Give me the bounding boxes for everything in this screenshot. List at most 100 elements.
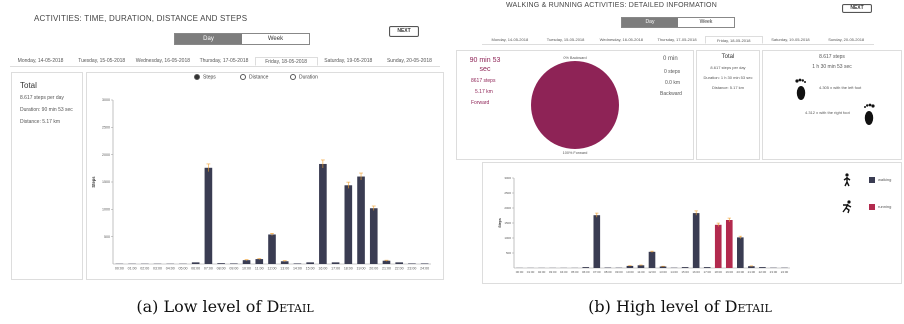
forward-steps: 8617 steps bbox=[471, 78, 496, 84]
bar bbox=[280, 261, 289, 264]
day-tab[interactable]: Monday, 14-05-2018 bbox=[491, 37, 529, 42]
bar bbox=[306, 262, 314, 264]
day-tab[interactable]: Saturday, 19-05-2018 bbox=[771, 37, 810, 42]
radio-duration-icon bbox=[290, 74, 296, 80]
summary-card: Total 8.617 steps per day Duration: 90 m… bbox=[11, 72, 83, 280]
x-tick-label: 03:00 bbox=[549, 270, 557, 274]
x-tick-label: 11:00 bbox=[637, 270, 645, 274]
radio-distance-icon bbox=[240, 74, 246, 80]
bar bbox=[344, 185, 353, 264]
next-button[interactable]: NEXT bbox=[389, 26, 419, 37]
day-tab[interactable]: Tuesday, 15-05-2018 bbox=[546, 37, 585, 42]
x-tick-label: 16:00 bbox=[318, 267, 327, 271]
walking-legend-swatch bbox=[869, 177, 875, 183]
bar bbox=[408, 263, 416, 264]
y-axis-label: Steps bbox=[498, 218, 502, 228]
forward-time: 90 min 53 sec bbox=[469, 57, 501, 73]
bar bbox=[648, 251, 656, 268]
next-button[interactable]: NEXT bbox=[842, 4, 872, 13]
x-tick-label: 17:00 bbox=[331, 267, 340, 271]
feet-card: 8.617 steps 1 h 30 min 53 sec 4.305 x wi… bbox=[762, 50, 902, 160]
day-tab[interactable]: Friday, 18-05-2018 bbox=[704, 36, 763, 44]
bar bbox=[331, 262, 340, 264]
chart-card: Steps Distance Duration bbox=[86, 72, 444, 280]
x-tick-label: 13:00 bbox=[659, 270, 667, 274]
y-tick-label: 3000 bbox=[504, 176, 511, 180]
bar bbox=[737, 237, 744, 268]
summary-distance: Distance: 5.17 km bbox=[20, 119, 61, 125]
x-tick-label: 23:00 bbox=[407, 267, 416, 271]
day-tab[interactable]: Sunday, 20-05-2018 bbox=[828, 37, 865, 42]
bar bbox=[725, 220, 733, 268]
total-title: Total bbox=[721, 54, 735, 60]
total-distance: Distance: 5.17 km bbox=[711, 85, 744, 90]
view-day-button[interactable]: Day bbox=[175, 34, 242, 44]
x-tick-label: 12:00 bbox=[648, 270, 656, 274]
total-duration: Duration: 1 h 30 min 53 sec bbox=[703, 75, 753, 80]
x-tick-label: 17:00 bbox=[703, 270, 711, 274]
x-tick-label: 09:00 bbox=[229, 267, 238, 271]
view-toggle: Day Week bbox=[174, 33, 310, 45]
x-tick-label: 03:00 bbox=[153, 267, 162, 271]
x-tick-label: 02:00 bbox=[140, 267, 149, 271]
x-tick-label: 24:00 bbox=[781, 270, 789, 274]
day-tab[interactable]: Wednesday, 16-05-2018 bbox=[135, 58, 190, 64]
day-tab[interactable]: Friday, 18-05-2018 bbox=[254, 57, 318, 66]
total-card: Total 8.617 steps per day Duration: 1 h … bbox=[696, 50, 760, 160]
x-tick-label: 07:00 bbox=[593, 270, 601, 274]
walking-figure-icon bbox=[843, 173, 851, 187]
bar bbox=[748, 266, 755, 268]
x-tick-label: 19:00 bbox=[357, 267, 366, 271]
x-tick-label: 19:00 bbox=[726, 270, 734, 274]
x-tick-label: 10:00 bbox=[626, 270, 634, 274]
y-tick-label: 2500 bbox=[504, 191, 511, 195]
x-tick-label: 22:00 bbox=[395, 267, 404, 271]
bar bbox=[593, 215, 601, 268]
bar bbox=[268, 234, 276, 264]
metric-option-steps[interactable]: Steps bbox=[194, 74, 216, 80]
metric-option-duration[interactable]: Duration bbox=[290, 74, 318, 80]
x-tick-label: 11:00 bbox=[255, 267, 264, 271]
bar bbox=[582, 267, 590, 268]
x-tick-label: 06:00 bbox=[582, 270, 590, 274]
day-tab[interactable]: Wednesday, 16-05-2018 bbox=[599, 37, 644, 42]
x-tick-label: 14:00 bbox=[293, 267, 302, 271]
pie-label-forward: 100% Forward bbox=[563, 151, 588, 155]
bar bbox=[242, 260, 251, 264]
page-title: ACTIVITIES: TIME, DURATION, DISTANCE AND… bbox=[34, 14, 248, 23]
y-tick-label: 500 bbox=[104, 235, 110, 239]
metric-option-distance[interactable]: Distance bbox=[240, 74, 268, 80]
left-foot-count: 4.305 x with the left foot bbox=[819, 85, 862, 90]
day-tab[interactable]: Thursday, 17-05-2018 bbox=[657, 37, 697, 42]
left-foot-icon bbox=[795, 78, 806, 100]
y-tick-label: 3000 bbox=[102, 98, 110, 102]
view-day-button[interactable]: Day bbox=[622, 18, 678, 27]
forward-distance: 5.17 km bbox=[475, 89, 493, 95]
bar bbox=[395, 262, 404, 264]
x-tick-label: 07:00 bbox=[204, 267, 213, 271]
day-tab[interactable]: Sunday, 20-05-2018 bbox=[386, 58, 432, 64]
x-tick-label: 09:00 bbox=[615, 270, 623, 274]
bar bbox=[681, 267, 689, 268]
day-tab[interactable]: Tuesday, 15-05-2018 bbox=[78, 58, 126, 64]
caption-b: (b) High level of Detail bbox=[588, 297, 772, 316]
x-tick-label: 22:00 bbox=[759, 270, 767, 274]
day-tab[interactable]: Monday, 14-05-2018 bbox=[17, 58, 64, 64]
view-week-button[interactable]: Week bbox=[267, 36, 284, 42]
bar bbox=[714, 224, 722, 268]
x-tick-label: 08:00 bbox=[217, 267, 226, 271]
y-tick-label: 1500 bbox=[504, 221, 511, 225]
steps-bar-chart: 500 1000 1500 2000 2500 3000 Steps 00:00 01:00 02… bbox=[91, 98, 431, 271]
bar bbox=[759, 267, 766, 268]
bar bbox=[637, 265, 645, 268]
day-tab[interactable]: Saturday, 19-05-2018 bbox=[324, 58, 373, 64]
bar bbox=[357, 176, 365, 264]
activity-bar-chart: 500 1000 1500 2000 2500 3000 Steps 00:00 01:00 02… bbox=[498, 176, 790, 274]
y-tick-label: 1500 bbox=[102, 180, 110, 184]
backward-steps: 0 steps bbox=[664, 69, 681, 75]
x-tick-label: 08:00 bbox=[604, 270, 612, 274]
view-week-button[interactable]: Week bbox=[699, 19, 713, 25]
x-tick-label: 06:00 bbox=[191, 267, 200, 271]
bar bbox=[191, 262, 200, 264]
day-tab[interactable]: Thursday, 17-05-2018 bbox=[199, 58, 249, 64]
